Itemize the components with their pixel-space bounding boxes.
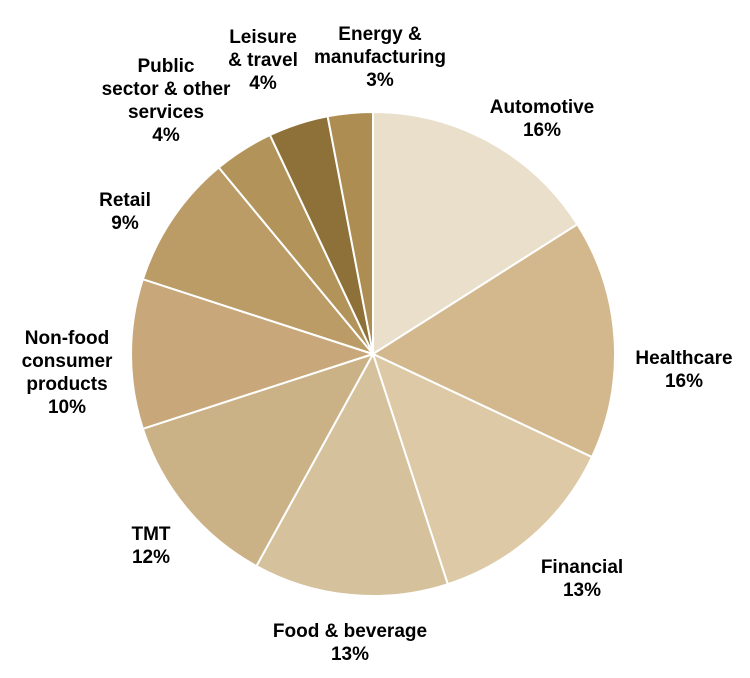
pie-slice-retail [141, 166, 374, 355]
pie-slice-healthcare [372, 223, 616, 459]
pie-slice-non-food-consumer-products [129, 278, 374, 430]
pie-slice-financial [372, 353, 593, 586]
pie-slice-automotive [372, 111, 579, 355]
pie-slice-food-beverage [255, 353, 449, 597]
pie-slice-energy-manufacturing [326, 111, 374, 355]
pie-slice-tmt [141, 353, 374, 568]
